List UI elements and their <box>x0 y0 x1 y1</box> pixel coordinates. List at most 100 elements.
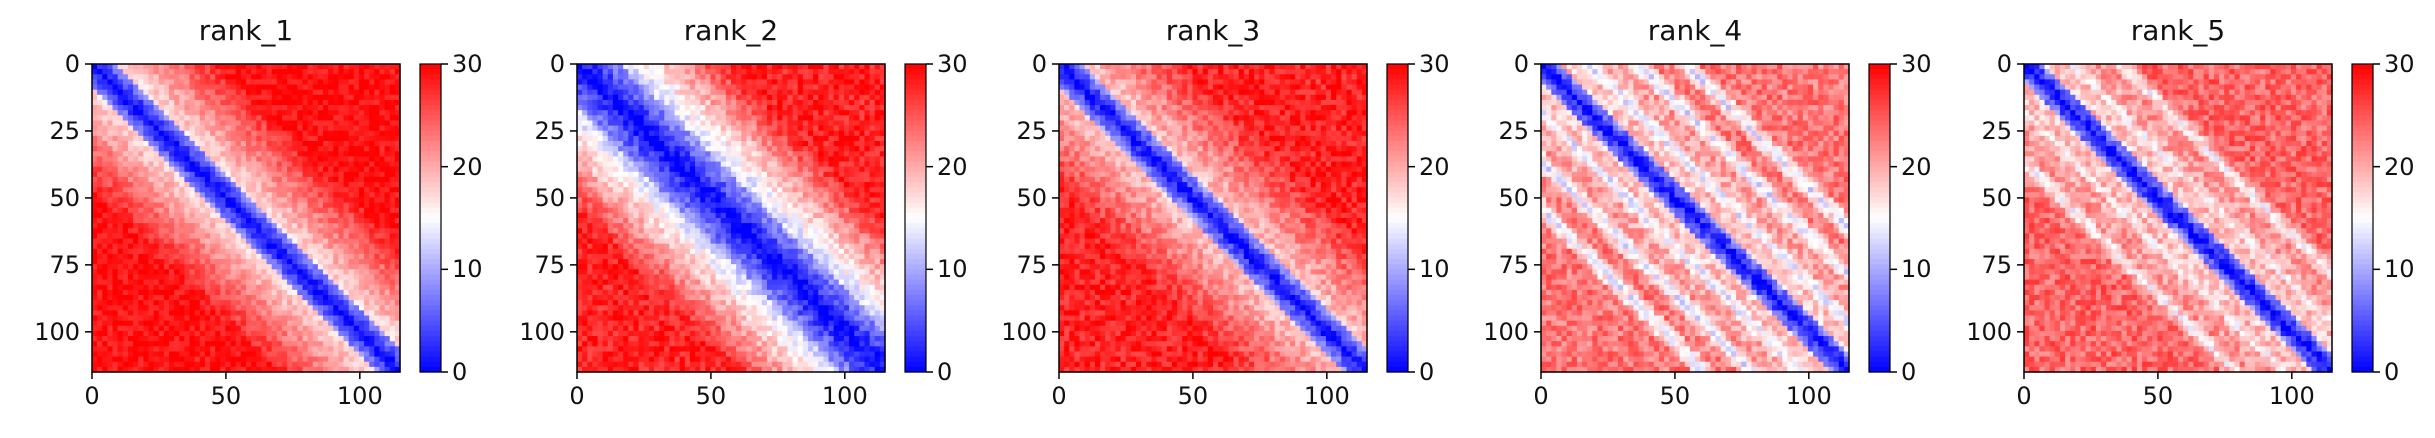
heatmap-cell <box>307 79 314 86</box>
heatmap-cell <box>92 141 98 147</box>
heatmap-cell <box>302 279 309 286</box>
heatmap-cell <box>143 187 150 193</box>
heatmap-cell <box>189 212 196 219</box>
heatmap-cell <box>148 130 155 137</box>
heatmap-cell <box>122 130 129 137</box>
heatmap-cell <box>143 69 150 75</box>
heatmap-cell <box>364 125 370 132</box>
heatmap-cell <box>148 182 155 188</box>
heatmap-cell <box>210 110 216 116</box>
heatmap-cell <box>323 130 329 137</box>
heatmap-cell <box>276 166 283 173</box>
heatmap-cell <box>251 161 257 168</box>
heatmap-cell <box>394 74 401 80</box>
heatmap-cell <box>389 187 396 193</box>
heatmap-cell <box>364 110 370 116</box>
heatmap-cell <box>179 166 185 173</box>
heatmap-cell <box>307 94 314 101</box>
heatmap-cell <box>333 228 339 234</box>
heatmap-cell <box>204 182 211 188</box>
heatmap-cell <box>194 259 201 265</box>
heatmap-cell <box>287 146 293 152</box>
heatmap-cell <box>138 223 144 229</box>
heatmap-cell <box>169 197 175 204</box>
heatmap-cell <box>194 146 201 152</box>
heatmap-cell <box>292 187 298 193</box>
heatmap-cell <box>199 218 206 224</box>
heatmap-cell <box>210 64 216 70</box>
heatmap-cell <box>353 84 360 91</box>
heatmap-cell <box>169 166 175 173</box>
heatmap-cell <box>246 192 252 199</box>
heatmap-cell <box>230 233 237 240</box>
heatmap-cell <box>194 120 201 127</box>
heatmap-cell <box>266 223 273 229</box>
heatmap-cell <box>353 161 360 168</box>
heatmap-cell <box>364 64 370 70</box>
heatmap-cell <box>189 79 196 86</box>
heatmap-cell <box>163 125 170 132</box>
heatmap-cell <box>235 264 242 270</box>
heatmap-cell <box>102 202 108 209</box>
heatmap-cell <box>338 233 345 240</box>
heatmap-cell <box>122 269 129 276</box>
heatmap-cell <box>210 248 216 255</box>
heatmap-cell <box>394 264 401 270</box>
heatmap-cell <box>127 238 134 245</box>
heatmap-cell <box>215 197 221 204</box>
heatmap-cell <box>394 259 401 265</box>
heatmap-cell <box>307 84 314 91</box>
heatmap-cell <box>302 94 309 101</box>
heatmap-cell <box>117 176 124 183</box>
heatmap-cell <box>261 125 268 132</box>
heatmap-cell <box>169 146 175 152</box>
heatmap-cell <box>225 110 232 116</box>
heatmap-cell <box>225 192 232 199</box>
heatmap-cell <box>184 212 191 219</box>
heatmap-cell <box>312 79 319 86</box>
heatmap-cell <box>328 64 334 70</box>
heatmap-cell <box>220 69 227 75</box>
heatmap-cell <box>394 238 401 245</box>
heatmap-cell <box>240 259 247 265</box>
heatmap-cell <box>374 238 381 245</box>
heatmap-cell <box>122 176 129 183</box>
heatmap-cell <box>266 243 273 250</box>
heatmap-cell <box>358 141 365 147</box>
heatmap-cell <box>369 99 375 106</box>
heatmap-cell <box>102 130 108 137</box>
heatmap-cell <box>169 84 175 91</box>
heatmap-cell <box>127 84 134 91</box>
heatmap-cell <box>302 161 309 168</box>
heatmap-cell <box>169 243 175 250</box>
heatmap-cell <box>251 238 257 245</box>
heatmap-cell <box>317 243 324 250</box>
heatmap-cell <box>271 161 278 168</box>
heatmap-cell <box>225 69 232 75</box>
heatmap-cell <box>276 212 283 219</box>
heatmap-cell <box>297 202 304 209</box>
heatmap-cell <box>184 69 191 75</box>
heatmap-cell <box>127 161 134 168</box>
heatmap-cell <box>215 115 221 122</box>
heatmap-cell <box>112 99 119 106</box>
heatmap-cell <box>179 110 185 116</box>
heatmap-cell <box>133 274 139 281</box>
heatmap-cell <box>394 105 401 111</box>
heatmap-cell <box>225 64 232 70</box>
heatmap-cell <box>163 69 170 75</box>
heatmap-cell <box>158 84 165 91</box>
heatmap-cell <box>374 269 381 276</box>
heatmap-cell <box>333 269 339 276</box>
heatmap-cell <box>138 99 144 106</box>
heatmap-cell <box>112 84 119 91</box>
heatmap-cell <box>276 79 283 86</box>
heatmap-cell <box>220 99 227 106</box>
heatmap-cell <box>353 269 360 276</box>
heatmap-cell <box>225 243 232 250</box>
heatmap-cell <box>102 135 108 142</box>
heatmap-cell <box>297 248 304 255</box>
heatmap-cell <box>158 248 165 255</box>
heatmap-cell <box>287 269 293 276</box>
heatmap-cell <box>194 166 201 173</box>
